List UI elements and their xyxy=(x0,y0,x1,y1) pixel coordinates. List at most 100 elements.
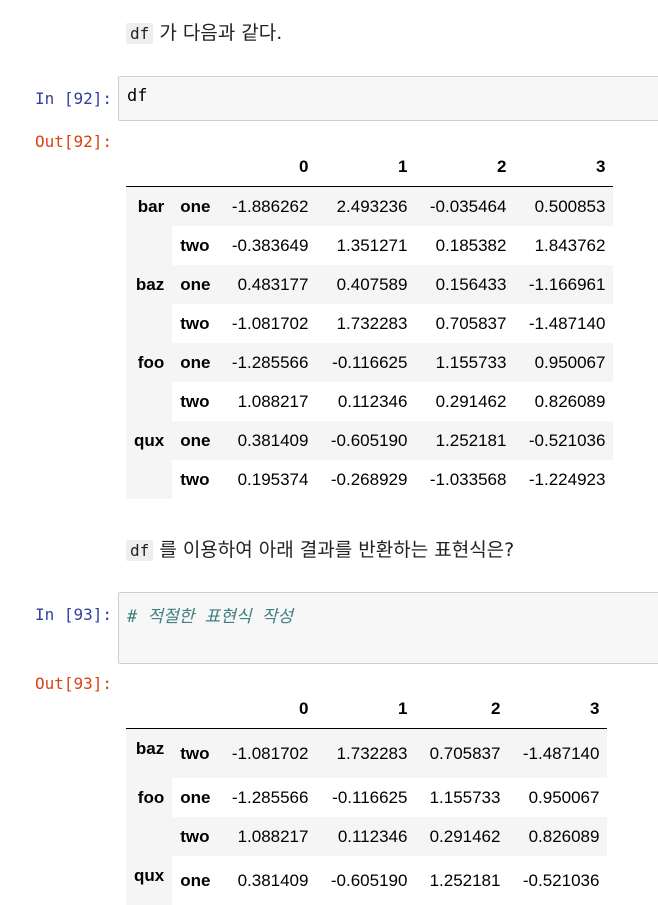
column-header: 3 xyxy=(508,690,607,729)
cell-value: 0.705837 xyxy=(415,304,514,343)
cell-value: -0.383649 xyxy=(218,226,316,265)
row-index-level1: two xyxy=(172,729,218,779)
column-header: 1 xyxy=(316,690,415,729)
cell-value: 1.088217 xyxy=(218,382,316,421)
cell-value: -0.116625 xyxy=(316,778,415,817)
row-index-level1: one xyxy=(172,421,218,460)
column-header: 2 xyxy=(415,148,514,187)
row-index-level1: one xyxy=(172,187,218,227)
cell-value: -0.521036 xyxy=(508,856,607,905)
cell-value: -1.285566 xyxy=(218,343,316,382)
input-prompt-92: In [92]: xyxy=(0,88,112,110)
code-cell-93[interactable]: # 적절한 표현식 작성 xyxy=(118,592,658,664)
cell-value: 0.407589 xyxy=(316,265,415,304)
code-text: df xyxy=(127,86,147,106)
cell-value: 0.381409 xyxy=(218,856,316,905)
column-header: 1 xyxy=(316,148,415,187)
output-prompt-92: Out[92]: xyxy=(0,131,112,153)
cell-value: 0.950067 xyxy=(508,778,607,817)
cell-value: 0.156433 xyxy=(415,265,514,304)
cell-value: -1.081702 xyxy=(218,729,316,779)
cell-value: 1.351271 xyxy=(316,226,415,265)
cell-value: 0.950067 xyxy=(514,343,613,382)
intro-text: df 가 다음과 같다. xyxy=(126,19,282,48)
row-index-level0: baz xyxy=(126,265,172,343)
cell-value: -1.487140 xyxy=(508,729,607,779)
column-header: 2 xyxy=(415,690,508,729)
row-index-level1: two xyxy=(172,817,218,856)
index-header-0 xyxy=(126,690,172,729)
cell-value: -1.224923 xyxy=(514,460,613,499)
cell-value: 0.500853 xyxy=(514,187,613,227)
cell-value: -0.605190 xyxy=(316,856,415,905)
cell-value: -0.605190 xyxy=(316,421,415,460)
output-prompt-93: Out[93]: xyxy=(0,673,112,695)
row-index-level0: foo xyxy=(126,343,172,421)
cell-value: 0.185382 xyxy=(415,226,514,265)
question-sentence: 를 이용하여 아래 결과를 반환하는 표현식은? xyxy=(159,539,514,561)
cell-value: 1.732283 xyxy=(316,729,415,779)
row-index-level1: one xyxy=(172,343,218,382)
row-index-level1: one xyxy=(172,856,218,905)
row-index-level1: two xyxy=(172,304,218,343)
code-cell-92[interactable]: df xyxy=(118,76,658,121)
cell-value: -0.116625 xyxy=(316,343,415,382)
cell-value: -0.268929 xyxy=(316,460,415,499)
index-header-1 xyxy=(172,690,218,729)
row-index-level1: two xyxy=(172,382,218,421)
cell-value: 0.291462 xyxy=(415,382,514,421)
cell-value: -1.487140 xyxy=(514,304,613,343)
input-prompt-93: In [93]: xyxy=(0,604,112,626)
cell-value: 0.291462 xyxy=(415,817,508,856)
cell-value: 1.843762 xyxy=(514,226,613,265)
row-index-level0: foo xyxy=(126,778,172,856)
cell-value: 1.088217 xyxy=(218,817,316,856)
cell-value: 0.705837 xyxy=(415,729,508,779)
cell-value: -0.035464 xyxy=(415,187,514,227)
cell-value: -1.285566 xyxy=(218,778,316,817)
cell-value: 0.112346 xyxy=(316,817,415,856)
cell-value: -1.166961 xyxy=(514,265,613,304)
cell-value: 0.112346 xyxy=(316,382,415,421)
column-header: 0 xyxy=(218,690,316,729)
cell-value: 0.483177 xyxy=(218,265,316,304)
inline-code-df: df xyxy=(126,23,153,44)
row-index-level0: bar xyxy=(126,187,172,266)
cell-value: 0.195374 xyxy=(218,460,316,499)
question-text: df 를 이용하여 아래 결과를 반환하는 표현식은? xyxy=(126,536,514,565)
row-index-level0: qux xyxy=(126,421,172,499)
cell-value: 2.493236 xyxy=(316,187,415,227)
inline-code-df: df xyxy=(126,540,153,561)
cell-value: -1.033568 xyxy=(415,460,514,499)
cell-value: 0.381409 xyxy=(218,421,316,460)
cell-value: -0.521036 xyxy=(514,421,613,460)
cell-value: 0.826089 xyxy=(514,382,613,421)
cell-value: 1.732283 xyxy=(316,304,415,343)
row-index-level1: one xyxy=(172,265,218,304)
row-index-level0: qux xyxy=(126,856,172,905)
cell-value: 1.252181 xyxy=(415,856,508,905)
row-index-level0: baz xyxy=(126,729,172,779)
cell-value: -1.886262 xyxy=(218,187,316,227)
row-index-level1: two xyxy=(172,226,218,265)
cell-value: 0.826089 xyxy=(508,817,607,856)
column-header: 0 xyxy=(218,148,316,187)
row-index-level1: two xyxy=(172,460,218,499)
